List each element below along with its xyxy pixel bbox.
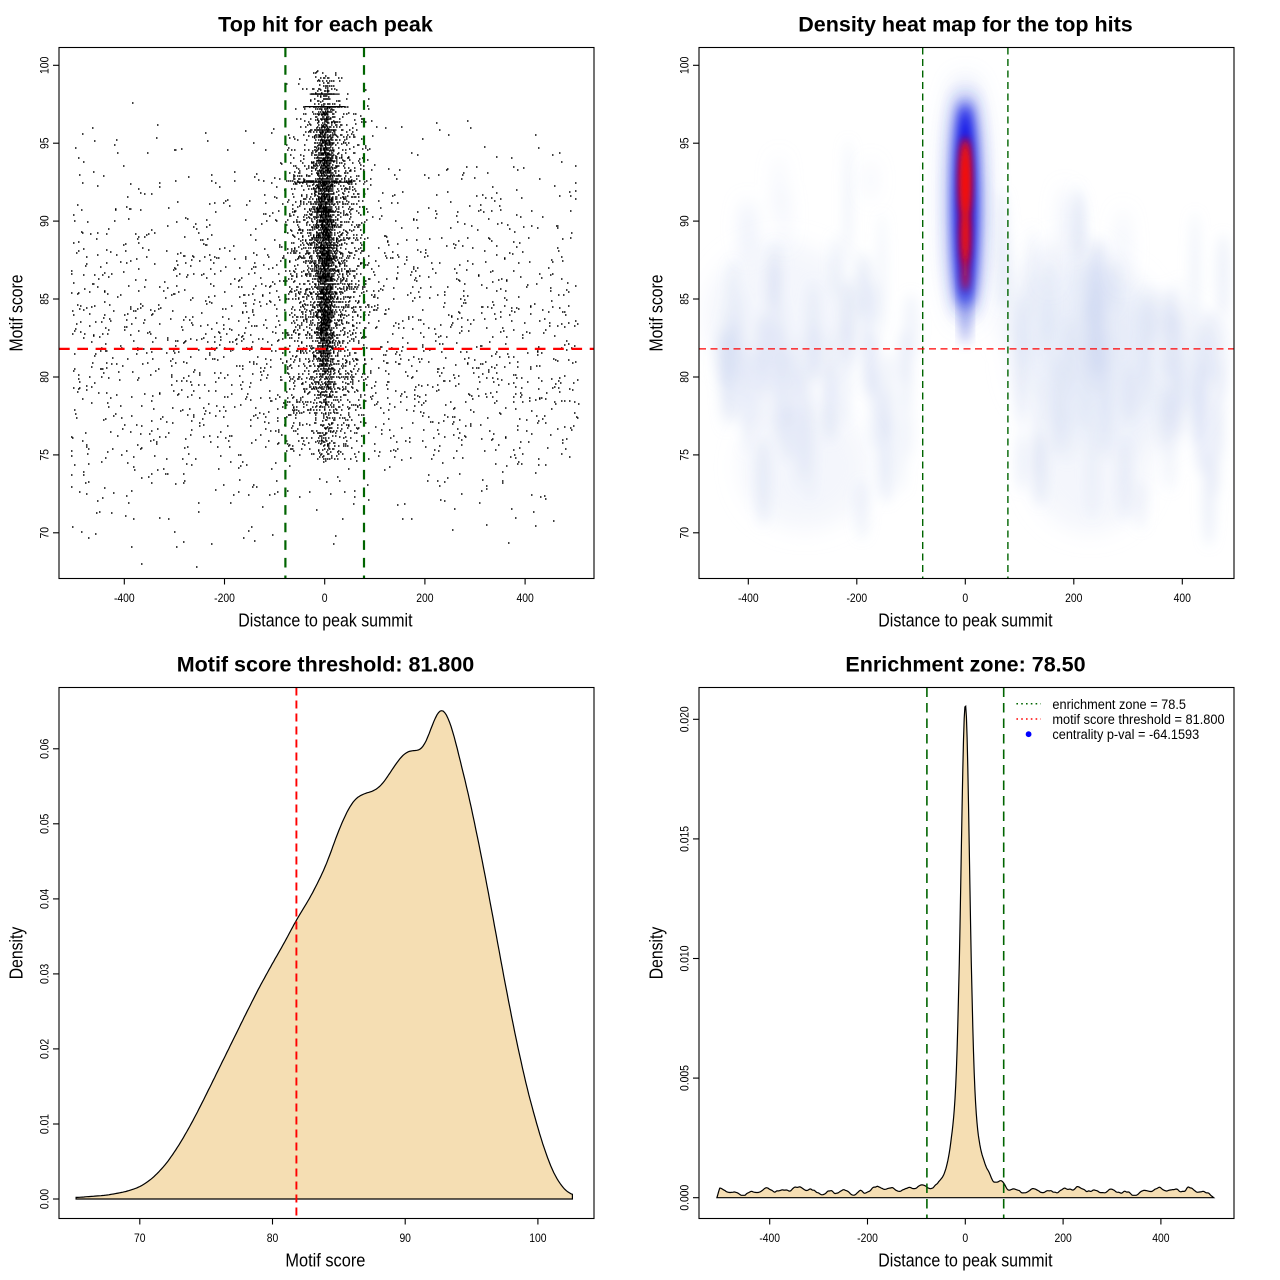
svg-text:0: 0 — [322, 591, 328, 605]
svg-text:80: 80 — [267, 1231, 279, 1245]
svg-text:-400: -400 — [759, 1231, 780, 1245]
svg-text:200: 200 — [1054, 1231, 1071, 1245]
svg-text:100: 100 — [677, 56, 691, 73]
svg-text:0.005: 0.005 — [677, 1065, 691, 1091]
svg-text:Motif score: Motif score — [285, 1250, 365, 1271]
svg-text:400: 400 — [1152, 1231, 1169, 1245]
svg-text:0.015: 0.015 — [677, 826, 691, 852]
svg-text:80: 80 — [37, 371, 51, 383]
svg-text:200: 200 — [1065, 591, 1082, 605]
svg-text:Motif score threshold: 81.800: Motif score threshold: 81.800 — [177, 653, 475, 677]
svg-text:0.000: 0.000 — [677, 1185, 691, 1211]
svg-text:0.04: 0.04 — [37, 889, 51, 909]
svg-text:200: 200 — [416, 591, 433, 605]
svg-text:motif score threshold = 81.800: motif score threshold = 81.800 — [1052, 712, 1224, 728]
svg-text:Density heat map for the top h: Density heat map for the top hits — [798, 13, 1133, 37]
svg-text:0: 0 — [962, 1231, 968, 1245]
svg-text:100: 100 — [37, 56, 51, 73]
svg-text:-400: -400 — [114, 591, 135, 605]
svg-text:85: 85 — [677, 293, 691, 305]
svg-text:90: 90 — [37, 215, 51, 227]
svg-text:Distance to peak summit: Distance to peak summit — [878, 610, 1053, 631]
svg-text:0.05: 0.05 — [37, 814, 51, 834]
svg-text:Distance to peak summit: Distance to peak summit — [878, 1250, 1053, 1271]
svg-text:85: 85 — [37, 293, 51, 305]
svg-text:Enrichment zone: 78.50: Enrichment zone: 78.50 — [845, 653, 1085, 677]
svg-text:100: 100 — [529, 1231, 546, 1245]
svg-text:80: 80 — [677, 371, 691, 383]
svg-text:90: 90 — [399, 1231, 411, 1245]
svg-text:0.01: 0.01 — [37, 1114, 51, 1134]
svg-text:400: 400 — [516, 591, 533, 605]
svg-text:Motif score: Motif score — [646, 275, 667, 352]
svg-text:Top hit for each peak: Top hit for each peak — [218, 13, 433, 37]
svg-text:-200: -200 — [857, 1231, 878, 1245]
svg-text:centrality p-val = -64.1593: centrality p-val = -64.1593 — [1052, 727, 1199, 743]
svg-text:95: 95 — [37, 137, 51, 149]
svg-text:enrichment zone = 78.5: enrichment zone = 78.5 — [1052, 697, 1186, 713]
svg-text:-400: -400 — [738, 591, 759, 605]
svg-text:0.020: 0.020 — [677, 706, 691, 732]
svg-text:0.06: 0.06 — [37, 739, 51, 759]
svg-text:90: 90 — [677, 215, 691, 227]
svg-text:70: 70 — [134, 1231, 146, 1245]
svg-text:Density: Density — [6, 926, 27, 979]
svg-text:0.02: 0.02 — [37, 1039, 51, 1059]
svg-text:Density: Density — [646, 926, 667, 979]
svg-text:0.00: 0.00 — [37, 1189, 51, 1209]
svg-text:95: 95 — [677, 137, 691, 149]
svg-text:Motif score: Motif score — [6, 275, 27, 352]
svg-text:400: 400 — [1174, 591, 1191, 605]
svg-text:0.03: 0.03 — [37, 964, 51, 984]
svg-text:75: 75 — [37, 449, 51, 461]
svg-text:70: 70 — [37, 527, 51, 539]
svg-text:Distance to peak summit: Distance to peak summit — [238, 610, 413, 631]
svg-text:-200: -200 — [214, 591, 235, 605]
svg-text:0: 0 — [962, 591, 968, 605]
svg-text:75: 75 — [677, 449, 691, 461]
svg-text:-200: -200 — [846, 591, 867, 605]
svg-text:0.010: 0.010 — [677, 945, 691, 971]
svg-text:70: 70 — [677, 527, 691, 539]
